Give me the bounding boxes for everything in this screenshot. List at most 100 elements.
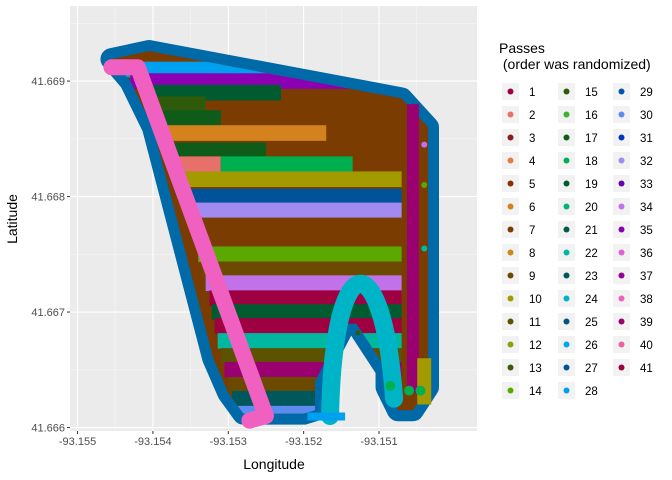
x-tick-label: -93.152 [285, 436, 322, 448]
y-axis-title: Latitude [4, 194, 20, 244]
pass-point [404, 385, 415, 396]
legend-key-dot [563, 157, 570, 164]
legend-label: 11 [529, 317, 541, 329]
pass-row [167, 125, 327, 141]
pass-point [385, 380, 396, 391]
legend-label: 22 [585, 248, 598, 260]
legend-label: 33 [640, 179, 653, 191]
y-tick-label: 41.669 [31, 76, 65, 88]
legend-label: 24 [585, 294, 598, 306]
legend-key-dot [507, 387, 514, 394]
legend-key-dot [563, 295, 570, 302]
legend-key-dot [563, 387, 570, 394]
pass-row [198, 246, 402, 263]
legend-label: 13 [529, 363, 542, 375]
legend-key-dot [507, 180, 514, 187]
legend-label: 17 [585, 133, 598, 145]
legend-label: 37 [640, 271, 653, 283]
legend-key-dot [507, 295, 514, 302]
pass-point [421, 182, 428, 189]
y-tick-label: 41.666 [31, 423, 65, 435]
x-tick-label: -93.155 [59, 436, 96, 448]
legend-label: 41 [640, 363, 653, 375]
pass-point [415, 385, 426, 396]
horizontal-passes [111, 61, 402, 414]
pass-row [156, 96, 206, 112]
pass-row [201, 261, 402, 278]
legend-key-dot [618, 203, 625, 210]
legend-label: 28 [585, 386, 598, 398]
x-tick-label: -93.153 [210, 436, 247, 448]
legend-label: 2 [529, 110, 535, 122]
pass-row [211, 304, 402, 320]
y-tick-label: 41.668 [31, 192, 65, 204]
legend-key-dot [618, 318, 625, 325]
pass-row [190, 202, 402, 219]
legend-label: 3 [529, 133, 535, 145]
legend-key-dot [507, 341, 514, 348]
legend-key-dot [507, 157, 514, 164]
legend-key-dot [507, 203, 514, 210]
legend-key-dot [563, 341, 570, 348]
legend-key-dot [563, 111, 570, 118]
legend-label: 5 [529, 179, 535, 191]
legend-key-dot [618, 157, 625, 164]
legend-label: 27 [585, 363, 598, 375]
legend-label: 19 [585, 179, 598, 191]
pass-row [220, 156, 353, 173]
legend-key-dot [563, 318, 570, 325]
legend-label: 7 [529, 225, 535, 237]
legend-key-dot [563, 203, 570, 210]
legend-key-dot [563, 272, 570, 279]
legend-label: 35 [640, 225, 653, 237]
legend-title-line2: (order was randomized) [499, 56, 651, 72]
legend-label: 4 [529, 156, 536, 168]
x-tick-label: -93.151 [360, 436, 397, 448]
legend-key-dot [618, 180, 625, 187]
legend-key-dot [618, 272, 625, 279]
legend-title-line1: Passes [499, 40, 545, 56]
legend-label: 31 [640, 133, 653, 145]
legend-key-dot [618, 111, 625, 118]
legend-label: 15 [585, 87, 598, 99]
legend-label: 30 [640, 110, 653, 122]
legend-key-dot [563, 180, 570, 187]
legend-label: 40 [640, 340, 653, 352]
legend-label: 36 [640, 248, 653, 260]
legend-label: 12 [529, 340, 542, 352]
legend-key-dot [618, 88, 625, 95]
legend-label: 6 [529, 202, 535, 214]
pass-row [196, 231, 402, 248]
bottom-strip-pass [307, 412, 346, 421]
legend-key-dot [618, 134, 625, 141]
legend-key-dot [563, 364, 570, 371]
legend-label: 14 [529, 386, 542, 398]
arch-pass [321, 274, 404, 425]
pass-point [421, 141, 428, 148]
legend-label: 9 [529, 271, 535, 283]
pass-row [235, 405, 349, 414]
legend-key-dot [507, 134, 514, 141]
legend-key-dot [507, 272, 514, 279]
legend-key-dot [563, 134, 570, 141]
legend-key-dot [507, 249, 514, 256]
legend: Passes (order was randomized) 12 3 4 5 6 7 8 9 1… [499, 40, 653, 399]
pass-row [194, 217, 402, 234]
legend-label: 29 [640, 87, 653, 99]
pass-point [421, 245, 428, 252]
legend-label: 8 [529, 248, 535, 260]
legend-key-dot [507, 111, 514, 118]
legend-label: 26 [585, 340, 598, 352]
legend-key-dot [618, 249, 625, 256]
pass-row [186, 188, 402, 205]
x-axis-ticks: -93.155 -93.154 -93.153 -93.152 -93.151 [59, 431, 398, 448]
legend-key-dot [618, 295, 625, 302]
legend-label: 38 [640, 294, 653, 306]
legend-label: 16 [585, 110, 598, 122]
legend-key-dot [618, 364, 625, 371]
pass-row [160, 110, 221, 126]
legend-label: 25 [585, 317, 598, 329]
legend-label: 18 [585, 156, 598, 168]
left-edge-pass [103, 59, 274, 429]
